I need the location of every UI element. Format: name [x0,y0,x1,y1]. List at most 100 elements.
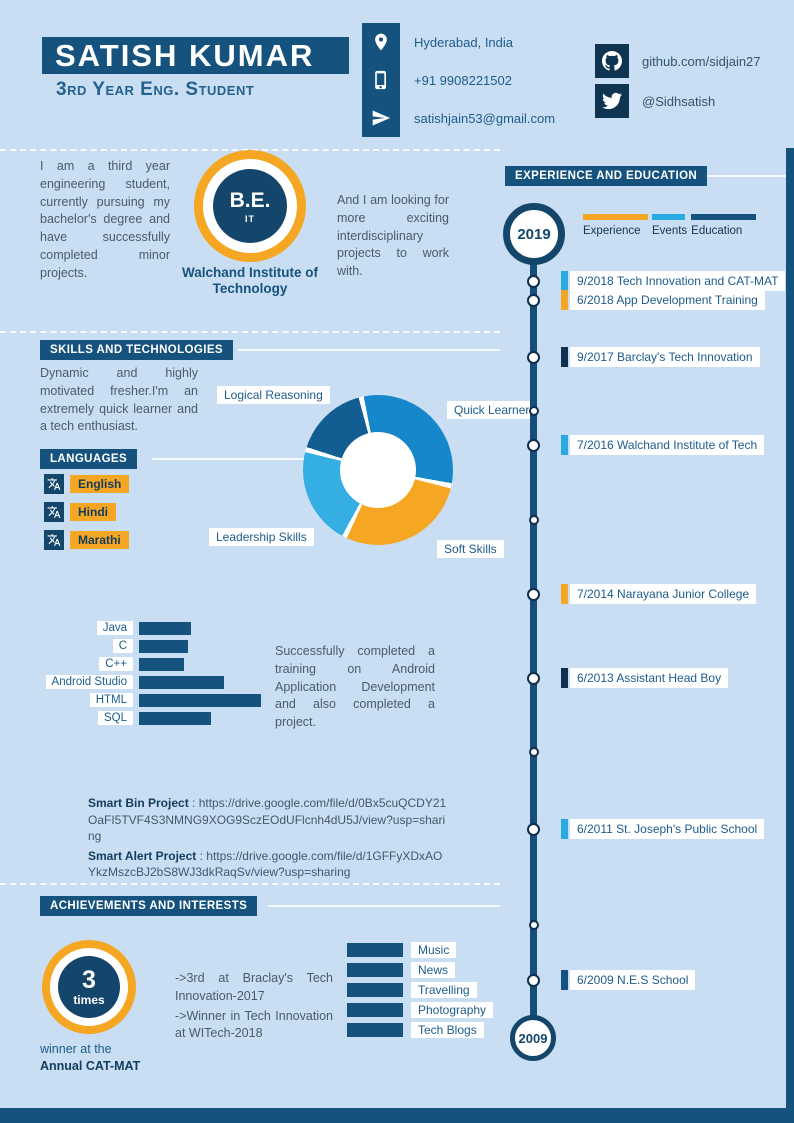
degree-badge-inner: B.E. IT [213,169,287,243]
mobile-phone-icon [362,61,400,99]
about-paragraph-left: I am a third year engineering student, c… [40,159,170,280]
legend-swatch-education [691,214,757,220]
timeline-line [530,263,537,1016]
timeline-end-year: 2009 [510,1015,556,1061]
timeline-entry-marker [561,584,568,604]
timeline-entry-label: 7/2014 Narayana Junior College [570,584,757,604]
timeline-dot [529,515,539,525]
tech-skill-bar [139,711,211,725]
timeline-dot [529,920,539,930]
legend-label-events: Events [652,225,688,237]
tech-skill-label: SQL [97,711,133,725]
tech-skill-label: C++ [99,657,133,671]
institute-name: Walchand Institute of Technology [182,265,318,297]
person-subtitle: 3rd Year Eng. Student [56,79,255,100]
achievement-item: ->Winner in Tech Innovation at WITech-20… [175,1008,333,1041]
github-icon [595,44,629,78]
interest-bar [347,1023,403,1037]
tech-skill-bar [139,675,225,689]
tech-skill-row: Java [40,621,261,635]
timeline-entry: 6/2018 App Development Training [561,290,765,310]
interest-row: News [347,962,493,978]
project-separator: : [196,848,207,863]
interest-bar [347,943,403,957]
languages-list: English Hindi Marathi [44,474,130,558]
contact-email: satishjain53@gmail.com [362,99,555,137]
legend-item-education: Education [691,214,757,237]
timeline-entry-label: 7/2016 Walchand Institute of Tech [570,435,765,455]
tech-skill-bar [139,657,185,671]
language-label: Marathi [70,531,129,549]
interest-label: News [411,962,456,978]
timeline-entry: 9/2017 Barclay's Tech Innovation [561,347,760,367]
timeline-end-year-label: 2009 [518,1030,548,1046]
tech-skill-row: C [40,639,261,653]
donut-label-leadership-skills: Leadership Skills [209,528,314,546]
project-separator: : [188,796,199,810]
timeline-legend: Experience Events Education [583,214,757,237]
timeline-node [527,439,540,452]
timeline-entry-label: 9/2017 Barclay's Tech Innovation [570,347,760,367]
projects-section: Smart Bin Project : https://drive.google… [88,795,450,884]
achievement-badge-inner: 3 times [58,956,120,1018]
language-row: Marathi [44,530,129,550]
achievement-number: 3 [82,965,96,994]
interest-label: Travelling [411,982,477,998]
donut-label-logical-reasoning: Logical Reasoning [217,386,330,404]
timeline-node [527,588,540,601]
tech-skill-row: SQL [40,711,261,725]
legend-swatch-experience [583,214,648,220]
project-item: Smart Alert Project : https://drive.goog… [88,848,450,881]
divider-line [268,905,500,907]
interest-label: Tech Blogs [411,1022,484,1038]
paper-plane-icon [362,99,400,137]
contact-email-text[interactable]: satishjain53@gmail.com [414,110,556,126]
interest-row: Music [347,942,493,958]
timeline-entry: 6/2013 Assistant Head Boy [561,668,729,688]
project-url[interactable]: https://drive.google.com/file/d/0Bx5cuQC… [88,796,447,844]
tech-skill-label: HTML [89,693,133,707]
donut-label-quick-learner: Quick Learner [447,401,537,419]
timeline-entry: 7/2016 Walchand Institute of Tech [561,435,765,455]
language-label: English [70,475,130,493]
timeline-node [527,294,540,307]
divider-line [702,175,786,177]
tech-skill-label: Java [96,621,133,635]
tech-skill-row: C++ [40,657,261,671]
legend-item-experience: Experience [583,214,648,237]
project-name: Smart Bin Project [88,796,189,810]
github-handle[interactable]: github.com/sidjain27 [642,53,761,69]
achievement-item: ->3rd at Braclay's Tech Innovation-2017 [175,971,333,1003]
achievement-items: ->3rd at Braclay's Tech Innovation-2017 … [175,970,333,1045]
language-row: Hindi [44,502,129,522]
section-header-languages: LANGUAGES [40,449,138,469]
donut-hole [340,432,416,508]
contact-location-text: Hyderabad, India [414,34,514,50]
divider-line [152,458,330,460]
timeline-entry: 7/2014 Narayana Junior College [561,584,757,604]
contact-phone: +91 9908221502 [362,61,512,99]
interest-row: Tech Blogs [347,1022,493,1038]
twitter-handle[interactable]: @Sidhsatish [642,93,716,109]
degree-name: B.E. [229,188,271,212]
timeline-node [527,275,540,288]
legend-label-experience: Experience [583,225,641,237]
tech-bar-chart: Java C C++ Android Studio HTML SQL [40,621,261,729]
social-github: github.com/sidjain27 [595,44,761,78]
right-edge-bar [786,148,794,1123]
timeline-start-year: 2019 [503,203,565,265]
project-url[interactable]: https://drive.google.com/file/d/1GFFyXDx… [88,848,443,880]
contact-phone-text: +91 9908221502 [414,72,512,88]
interest-bar [347,963,403,977]
tech-skill-bar [139,693,261,707]
interest-label: Photography [411,1002,494,1018]
divider-line [238,349,500,351]
timeline-node [527,974,540,987]
name-banner: SATISH KUMAR [42,37,349,74]
language-label: Hindi [70,503,116,521]
timeline-entry-marker [561,668,568,688]
translate-icon [44,502,64,522]
legend-swatch-events [652,214,685,220]
timeline-entry-marker [561,435,568,455]
achievement-caption-line1: winner at the [40,1042,112,1056]
